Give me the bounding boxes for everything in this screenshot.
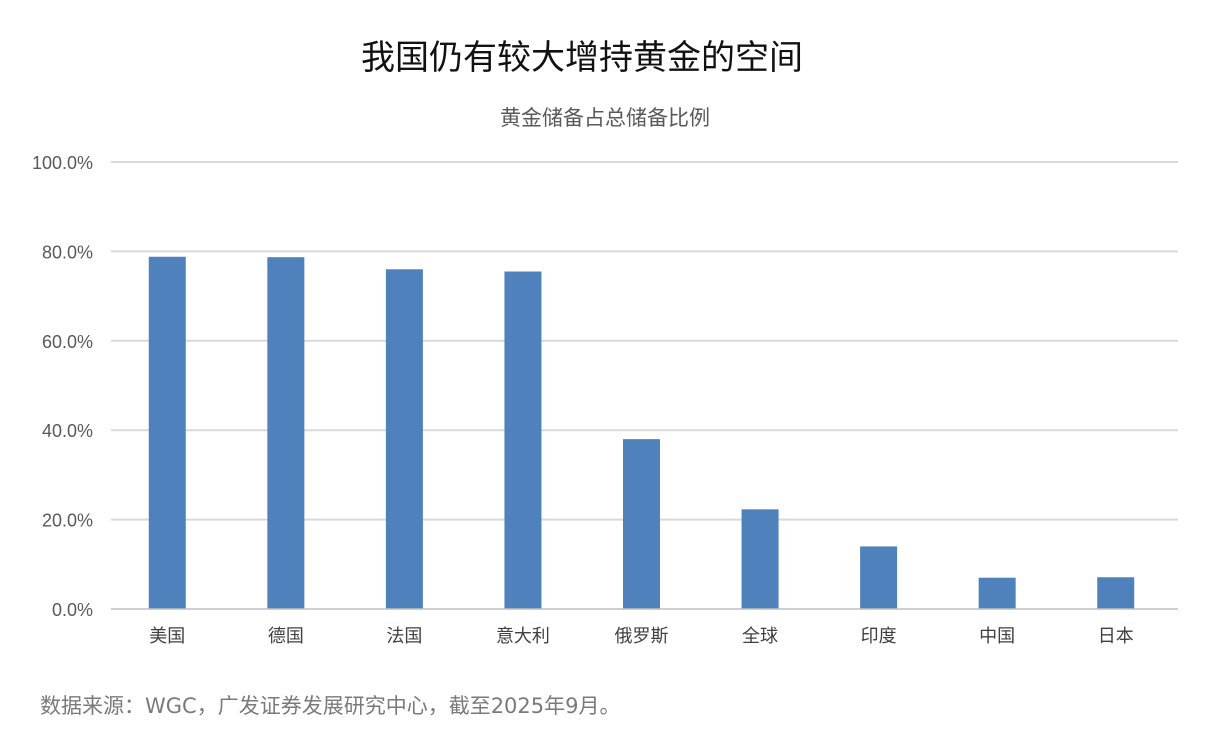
y-tick-label: 80.0% (42, 242, 93, 262)
x-category-label: 德国 (268, 626, 304, 647)
bar-7 (978, 577, 1016, 609)
x-category-label: 印度 (861, 626, 897, 647)
x-category-label: 全球 (742, 626, 778, 647)
x-category-label: 法国 (386, 626, 422, 647)
x-category-label: 俄罗斯 (615, 626, 669, 647)
y-tick-label: 100.0% (32, 153, 93, 173)
y-axis-ticks: 0.0% 20.0% 40.0% 60.0% 80.0% 100.0% (32, 153, 93, 620)
x-category-label: 意大利 (496, 626, 550, 647)
y-tick-label: 0.0% (52, 600, 93, 620)
x-axis-labels: 美国 德国 法国 意大利 俄罗斯 全球 印度 中国 日本 (149, 626, 1133, 647)
bar-6 (860, 546, 898, 609)
source-note: 数据来源：WGC，广发证券发展研究中心，截至2025年9月。 (40, 694, 621, 718)
y-tick-label: 60.0% (42, 332, 93, 352)
bars (148, 256, 1135, 609)
chart-subtitle: 黄金储备占总储备比例 (500, 106, 710, 130)
bar-0 (148, 256, 186, 609)
bar-3 (504, 271, 542, 609)
bar-1 (267, 257, 305, 609)
page-title: 我国仍有较大增持黄金的空间 (361, 38, 803, 78)
bar-chart: 黄金储备占总储备比例 0.0% 20.0% 40.0% 60.0% 80.0% 100.0… (32, 106, 1178, 647)
bar-2 (385, 269, 423, 609)
x-category-label: 日本 (1098, 626, 1134, 647)
bar-5 (741, 509, 779, 609)
y-tick-label: 20.0% (42, 511, 93, 531)
bar-4 (623, 439, 660, 609)
bar-8 (1097, 577, 1135, 609)
x-category-label: 中国 (979, 626, 1015, 647)
x-category-label: 美国 (149, 626, 185, 647)
y-tick-label: 40.0% (42, 421, 93, 441)
